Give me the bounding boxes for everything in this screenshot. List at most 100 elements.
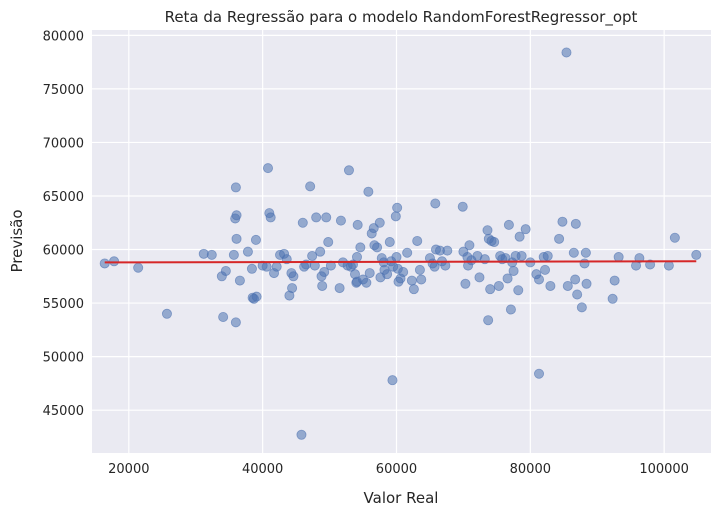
x-tick-label: 60000	[376, 462, 417, 477]
data-point	[352, 219, 363, 230]
x-tick-labels: 20000 40000 60000 80000 100000	[108, 462, 689, 477]
data-point	[542, 250, 553, 261]
data-point	[406, 275, 417, 286]
data-point	[305, 181, 316, 192]
data-point	[580, 247, 591, 258]
data-point	[534, 368, 545, 379]
data-point	[561, 47, 572, 58]
y-tick-label: 70000	[43, 136, 84, 151]
data-point	[568, 247, 579, 258]
data-point	[220, 265, 231, 276]
data-point	[334, 283, 345, 294]
data-point	[634, 253, 645, 264]
data-point	[557, 216, 568, 227]
scatter-points	[99, 47, 702, 440]
data-point	[251, 291, 262, 302]
data-point	[474, 272, 485, 283]
data-point	[161, 308, 172, 319]
data-point	[485, 284, 496, 295]
data-point	[228, 249, 239, 260]
data-point	[109, 256, 120, 267]
data-point	[412, 235, 423, 246]
data-point	[321, 212, 332, 223]
y-tick-labels: 45000 50000 55000 60000 65000 70000 75000 80000	[43, 29, 84, 419]
data-point	[520, 224, 531, 235]
data-point	[343, 165, 354, 176]
grid-lines	[92, 30, 711, 453]
x-tick-label: 100000	[639, 462, 689, 477]
data-point	[231, 210, 242, 221]
x-tick-label: 40000	[242, 462, 283, 477]
data-point	[540, 264, 551, 275]
data-point	[669, 232, 680, 243]
data-point	[297, 217, 308, 228]
y-tick-label: 75000	[43, 83, 84, 98]
data-point	[398, 267, 409, 278]
data-point	[691, 249, 702, 260]
data-point	[545, 280, 556, 291]
data-point	[296, 429, 307, 440]
data-point	[309, 260, 320, 271]
data-point	[503, 219, 514, 230]
data-point	[99, 258, 110, 269]
data-point	[414, 264, 425, 275]
data-point	[392, 202, 403, 213]
data-point	[663, 260, 674, 271]
data-point	[416, 274, 427, 285]
data-point	[323, 237, 334, 248]
data-point	[335, 215, 346, 226]
data-point	[361, 277, 372, 288]
y-tick-label: 60000	[43, 244, 84, 259]
data-point	[391, 252, 402, 263]
data-point	[390, 211, 401, 222]
data-point	[231, 233, 242, 244]
x-axis-label: Valor Real	[364, 489, 439, 507]
data-point	[230, 182, 241, 193]
data-point	[483, 315, 494, 326]
plot-background	[92, 30, 711, 453]
data-point	[307, 250, 318, 261]
data-point	[242, 246, 253, 257]
data-point	[460, 278, 471, 289]
data-point	[402, 247, 413, 258]
data-point	[513, 285, 524, 296]
data-point	[363, 186, 374, 197]
data-point	[317, 280, 328, 291]
data-point	[554, 233, 565, 244]
data-point	[287, 283, 298, 294]
data-point	[442, 245, 453, 256]
data-point	[457, 201, 468, 212]
data-point	[505, 304, 516, 315]
data-point	[482, 225, 493, 236]
data-point	[576, 302, 587, 313]
data-point	[288, 271, 299, 282]
data-point	[508, 265, 519, 276]
data-point	[572, 289, 583, 300]
data-point	[430, 198, 441, 209]
data-point	[351, 252, 362, 263]
data-point	[133, 262, 144, 273]
data-point	[261, 261, 272, 272]
data-point	[271, 261, 282, 272]
data-point	[382, 269, 393, 280]
y-tick-label: 55000	[43, 297, 84, 312]
y-axis-label: Previsão	[8, 209, 26, 272]
data-point	[262, 163, 273, 174]
data-point	[581, 278, 592, 289]
data-point	[464, 240, 475, 251]
data-point	[218, 311, 229, 322]
data-point	[364, 268, 375, 279]
chart-title: Reta da Regressão para o modelo RandomFo…	[165, 8, 638, 27]
data-point	[234, 275, 245, 286]
data-point	[514, 231, 525, 242]
data-point	[384, 237, 395, 248]
y-tick-label: 50000	[43, 351, 84, 366]
data-point	[315, 246, 326, 257]
data-point	[570, 274, 581, 285]
data-point	[265, 212, 276, 223]
data-point	[206, 249, 217, 260]
data-point	[489, 237, 500, 248]
y-tick-label: 65000	[43, 190, 84, 205]
data-point	[230, 317, 241, 328]
